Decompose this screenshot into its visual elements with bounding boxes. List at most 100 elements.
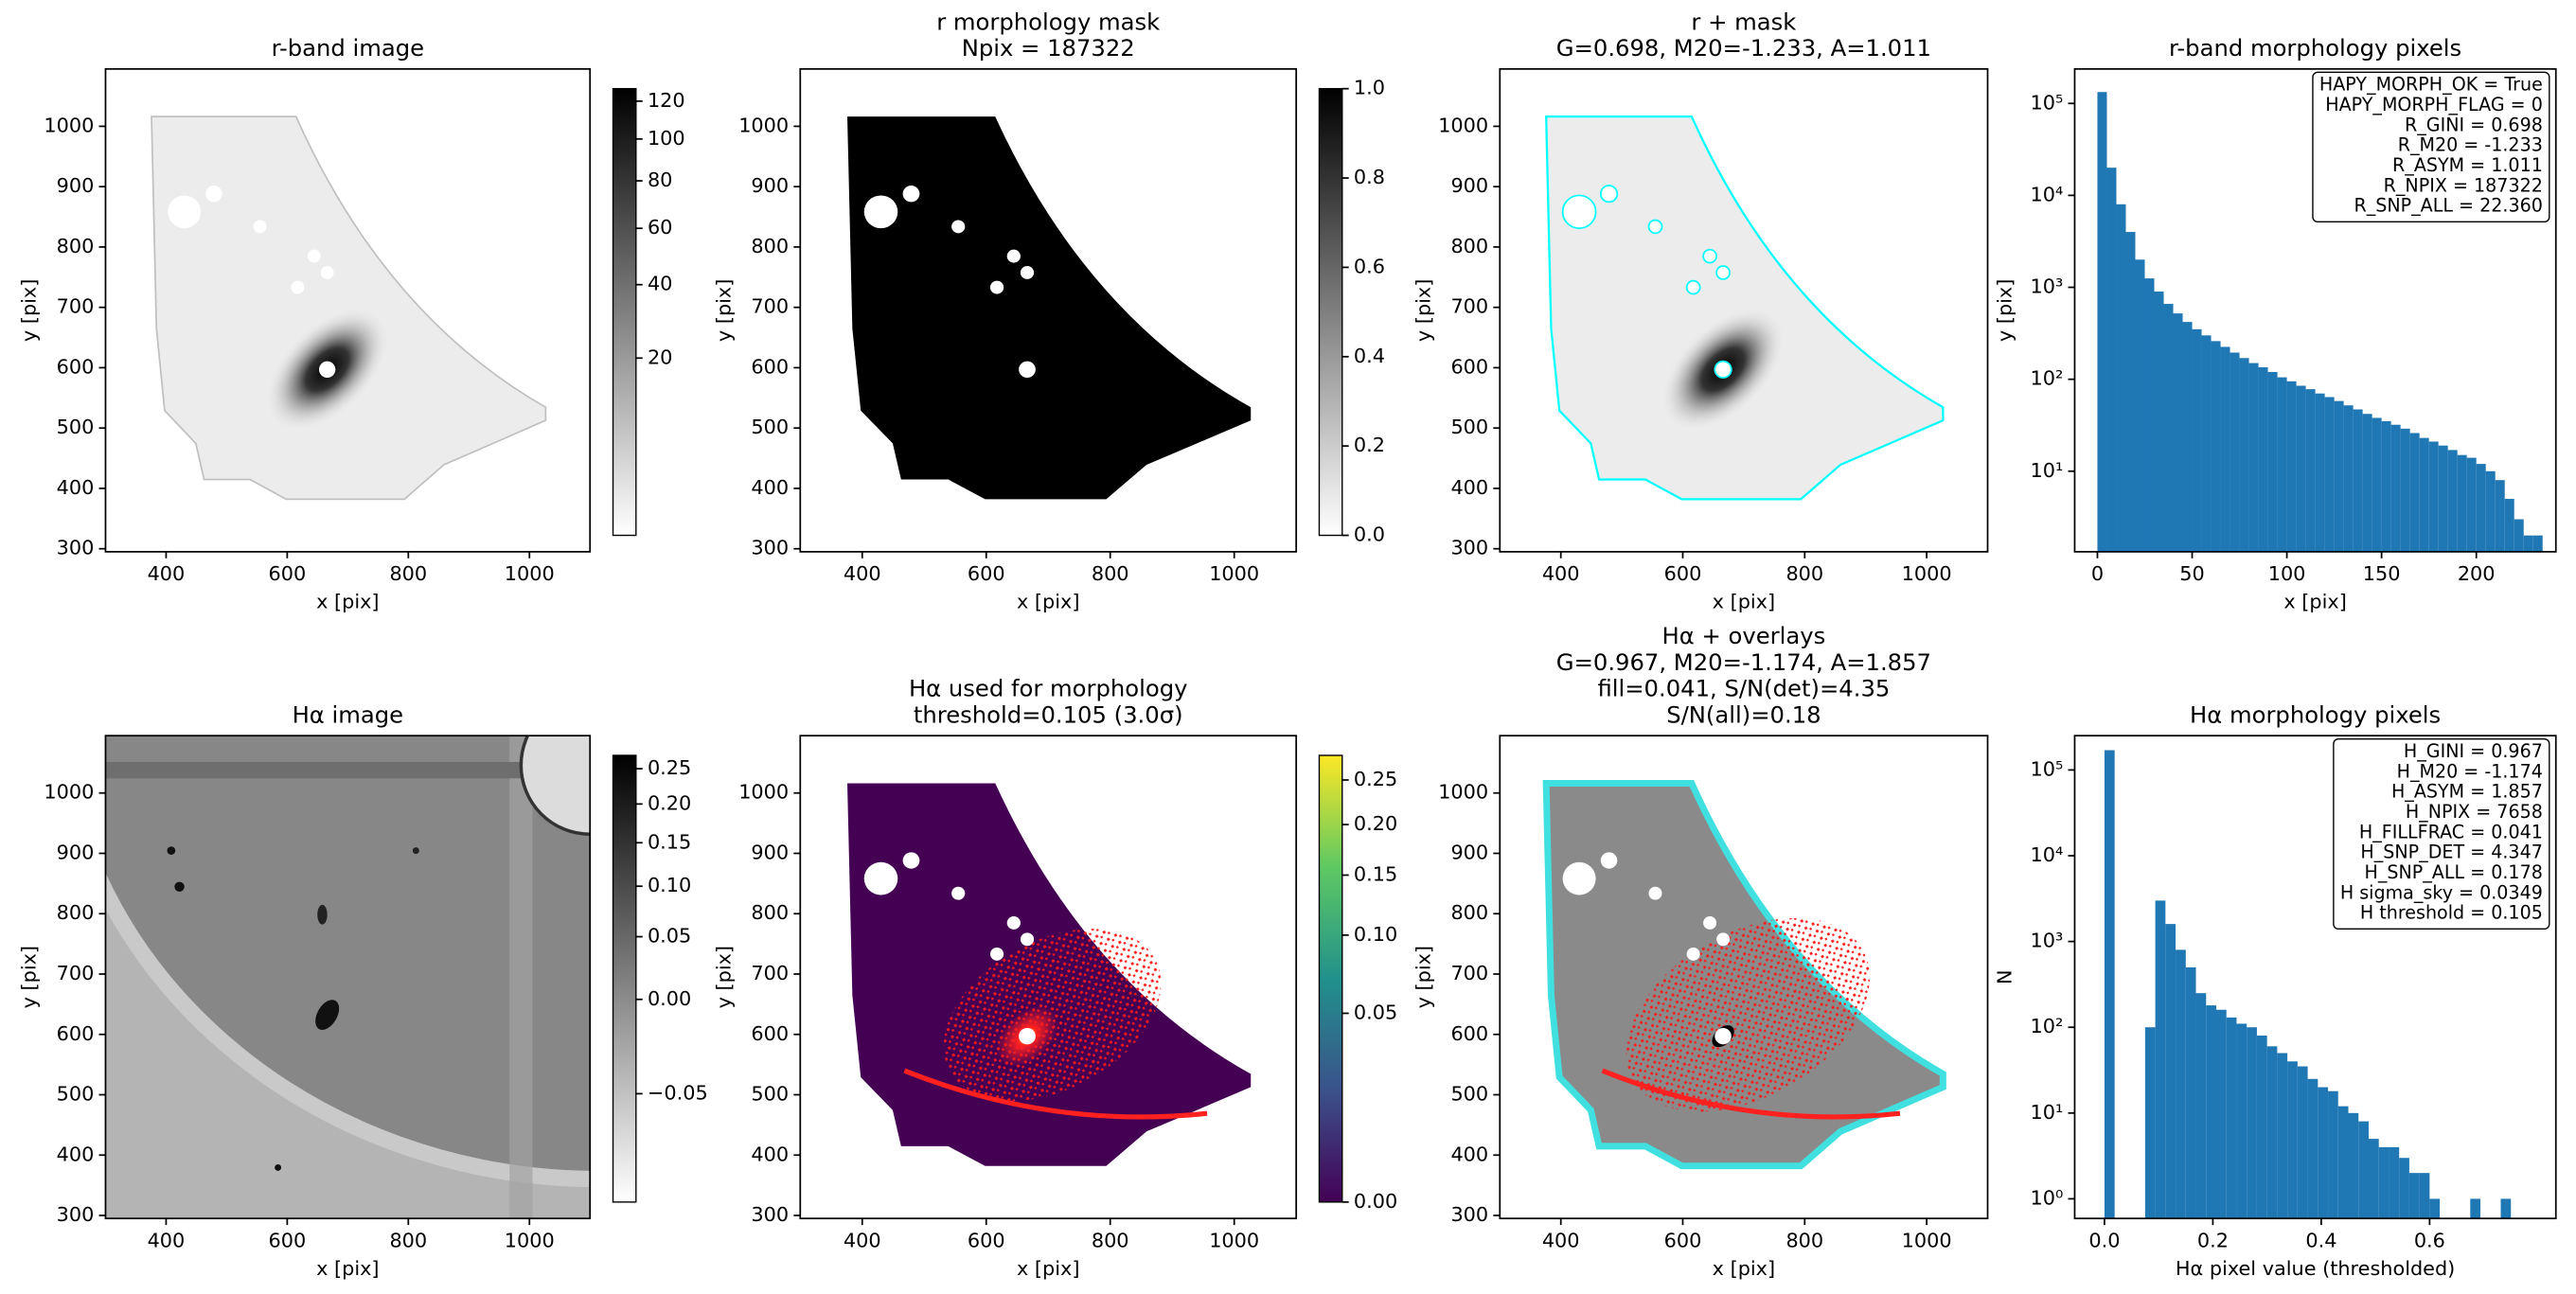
- panel-title: r morphology mask: [936, 8, 1160, 35]
- y-tick-label: 300: [1450, 537, 1488, 559]
- histogram-bar: [2372, 417, 2382, 552]
- histogram-bar: [2532, 535, 2543, 552]
- y-tick-label: 10¹: [2030, 1101, 2063, 1124]
- histogram-bar: [2277, 377, 2287, 552]
- histogram-bar: [2470, 1198, 2481, 1219]
- histogram-bar: [2378, 1146, 2389, 1219]
- halpha-overlay-image: [1546, 783, 1943, 1165]
- histogram-bar: [2236, 1023, 2247, 1219]
- colorbar-tick-label: 0.05: [648, 925, 691, 948]
- histogram-bar: [2296, 385, 2306, 552]
- y-tick-label: 1000: [1438, 781, 1488, 804]
- x-tick-label: 0.6: [2414, 1229, 2445, 1251]
- y-tick-label: 10⁰: [2030, 1186, 2063, 1209]
- x-tick-label: 1000: [1902, 1229, 1952, 1251]
- panel-title: r-band image: [272, 34, 425, 62]
- annotation-line: HAPY_MORPH_OK = True: [2319, 75, 2543, 96]
- x-tick-label: 800: [389, 1229, 427, 1251]
- y-tick-label: 10²: [2030, 367, 2063, 390]
- y-tick-label: 10³: [2030, 275, 2063, 298]
- colorbar-tick-label: 0.8: [1354, 166, 1385, 188]
- y-tick-label: 700: [1450, 962, 1488, 984]
- histogram-bar: [2428, 441, 2439, 552]
- histogram-bar: [2438, 445, 2448, 552]
- y-tick-label: 400: [751, 476, 789, 499]
- histogram-bar: [2408, 1173, 2420, 1219]
- histogram-bar: [2328, 1090, 2338, 1219]
- colorbar-tick-label: 0.15: [648, 830, 691, 853]
- histogram-bar: [2106, 168, 2117, 552]
- y-tick-label: 700: [57, 295, 95, 318]
- histogram-bar: [2116, 204, 2126, 552]
- histogram-bar: [2318, 1087, 2329, 1219]
- annotation-line: H_NPIX = 7658: [2406, 802, 2543, 823]
- y-tick-label: 400: [1450, 476, 1488, 499]
- histogram-bar: [2097, 92, 2107, 552]
- y-tick-label: 900: [1450, 174, 1488, 197]
- histogram-bar: [2447, 450, 2458, 552]
- histogram-bar: [2277, 1053, 2288, 1219]
- panel-title: Hα + overlays: [1662, 622, 1826, 649]
- histogram-bar: [2353, 409, 2363, 552]
- colorbar-tick-label: 0.00: [1354, 1190, 1397, 1213]
- colorbar-tick-label: 20: [648, 346, 672, 368]
- halpha-image: [105, 736, 591, 1219]
- colorbar: [1318, 754, 1343, 1203]
- histogram-bar: [2419, 437, 2429, 552]
- y-tick-label: 400: [57, 1143, 95, 1165]
- annotation-line: R_NPIX = 187322: [2384, 175, 2543, 196]
- annotation-line: H threshold = 0.105: [2360, 903, 2543, 924]
- colorbar-tick-label: 0.4: [1354, 345, 1385, 367]
- histogram-bar: [2500, 1198, 2512, 1219]
- y-tick-label: 900: [751, 841, 789, 863]
- x-tick-label: 600: [1664, 1229, 1702, 1251]
- y-tick-label: 300: [751, 1203, 789, 1226]
- colorbar-tick-label: 0.0: [1354, 523, 1385, 546]
- histogram-bar: [2362, 414, 2372, 552]
- y-tick-label: 10⁴: [2030, 183, 2063, 205]
- axes-frame: [2073, 735, 2557, 1220]
- axes-frame: [1499, 67, 1989, 553]
- y-axis-label: y [pix]: [712, 279, 735, 342]
- x-tick-label: 600: [269, 562, 307, 585]
- y-tick-label: 10⁵: [2030, 91, 2063, 114]
- axes-frame: [2073, 67, 2557, 553]
- panel-title: r + mask: [1691, 8, 1796, 35]
- y-axis-label: y [pix]: [18, 279, 41, 342]
- histogram-bar: [2358, 1121, 2369, 1219]
- panel-title: G=0.967, M20=-1.174, A=1.857: [1556, 648, 1931, 676]
- histogram-bar: [2343, 405, 2354, 552]
- y-tick-label: 1000: [738, 781, 789, 804]
- histogram-bar: [2185, 966, 2196, 1219]
- colorbar-tick-label: 0.2: [1354, 434, 1385, 456]
- y-tick-label: 300: [751, 537, 789, 559]
- histogram-bar: [2211, 341, 2221, 552]
- y-tick-label: 600: [1450, 1022, 1488, 1045]
- x-axis-label: Hα pixel value (thresholded): [2176, 1257, 2455, 1280]
- colorbar-tick-label: 0.20: [648, 791, 691, 814]
- x-tick-label: 600: [968, 1229, 1005, 1251]
- histogram-bar: [2399, 1158, 2409, 1219]
- colorbar-tick-label: 80: [648, 168, 672, 191]
- axes-frame: [799, 67, 1298, 553]
- y-tick-label: 800: [57, 235, 95, 257]
- histogram-bar: [2390, 424, 2401, 552]
- colorbar-tick-label: 0.10: [1354, 923, 1397, 946]
- histogram-bar: [2247, 1027, 2257, 1219]
- axes-frame: [799, 735, 1298, 1220]
- histogram-bar: [2307, 1078, 2318, 1219]
- x-tick-label: 0.2: [2197, 1229, 2229, 1251]
- annotation-line: R_SNP_ALL = 22.360: [2354, 196, 2542, 217]
- y-axis-label: y [pix]: [1412, 946, 1434, 1008]
- histogram-bar: [2287, 1061, 2298, 1219]
- histogram-bar: [2267, 371, 2278, 552]
- axes-frame: [104, 735, 592, 1220]
- y-axis-label: y [pix]: [18, 946, 41, 1008]
- annotation-line: R_ASYM = 1.011: [2392, 155, 2543, 176]
- y-tick-label: 10⁵: [2030, 757, 2063, 780]
- halpha-threshold-image: [846, 783, 1252, 1166]
- axes-frame: [1499, 735, 1989, 1220]
- x-axis-label: x [pix]: [316, 1257, 379, 1280]
- y-tick-label: 900: [57, 174, 95, 197]
